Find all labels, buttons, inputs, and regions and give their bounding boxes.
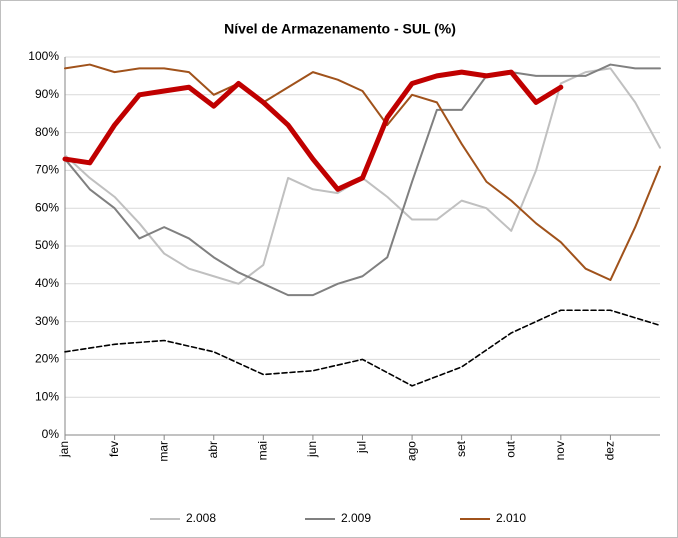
y-tick-label: 90% (35, 87, 59, 101)
series-line (64, 309, 661, 387)
y-tick-label: 80% (35, 125, 59, 139)
y-tick-label: 0% (42, 427, 60, 441)
x-tick-label: fev (107, 441, 121, 457)
x-tick-label: mai (256, 441, 270, 460)
x-tick-label: jun (305, 441, 319, 458)
legend-label: 2.008 (186, 511, 216, 525)
x-tick-label: abr (206, 441, 220, 458)
y-tick-label: 100% (28, 49, 59, 63)
x-tick-label: set (454, 440, 468, 457)
series-line (64, 63, 661, 282)
y-tick-label: 60% (35, 200, 59, 214)
y-tick-label: 20% (35, 352, 59, 366)
x-tick-label: out (503, 440, 517, 457)
legend-label: 2.009 (341, 511, 371, 525)
x-tick-label: mar (156, 441, 170, 462)
y-tick-label: 40% (35, 276, 59, 290)
x-tick-label: dez (603, 441, 617, 460)
y-tick-label: 30% (35, 314, 59, 328)
x-tick-label: ago (404, 441, 418, 461)
series-line (62, 69, 564, 192)
chart-title: Nível de Armazenamento - SUL (%) (224, 21, 456, 37)
x-tick-label: jul (355, 441, 369, 454)
y-tick-label: 70% (35, 163, 59, 177)
x-tick-label: nov (553, 441, 567, 460)
y-tick-label: 50% (35, 238, 59, 252)
legend-label: 2.010 (496, 511, 526, 525)
series-line (64, 63, 661, 297)
x-tick-label: jan (57, 441, 71, 458)
y-tick-label: 10% (35, 389, 59, 403)
